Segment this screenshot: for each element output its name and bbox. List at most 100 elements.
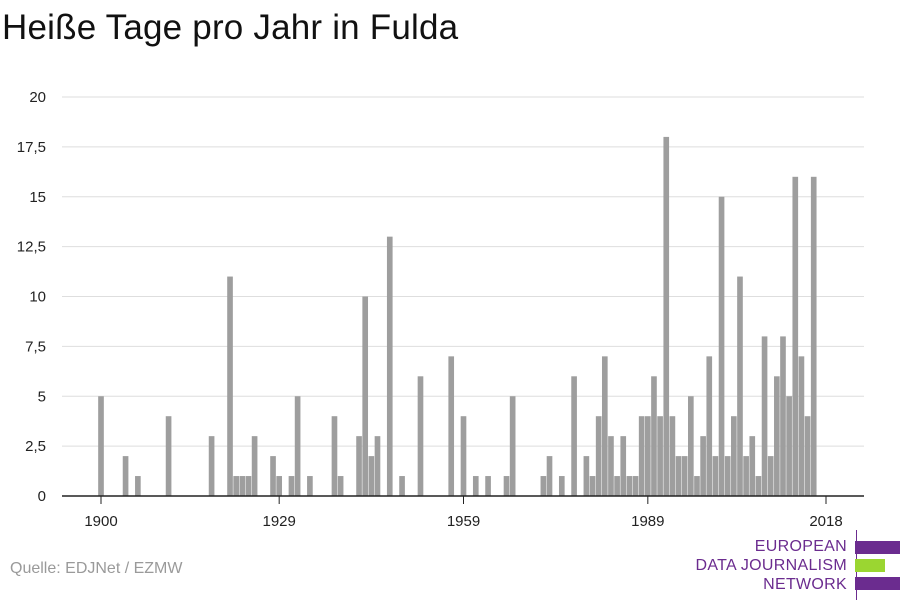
chart-title: Heiße Tage pro Jahr in Fulda [2, 8, 459, 47]
bar [337, 476, 344, 496]
x-axis: 1900 1929 1959 1989 2018 [62, 495, 864, 530]
y-tick-label: 20 [29, 89, 46, 106]
logo-bar-purple-top [855, 541, 900, 554]
logo-line-1: EUROPEAN [754, 538, 847, 555]
bar [798, 356, 805, 496]
bar [755, 476, 762, 496]
bar [688, 396, 694, 496]
x-tick-label: 1959 [447, 513, 480, 530]
bar [601, 356, 608, 496]
bar [712, 456, 719, 496]
bar [276, 476, 283, 496]
bar [632, 476, 639, 496]
bar [774, 376, 780, 496]
bar [595, 416, 602, 496]
bar [448, 356, 455, 496]
logo-line-3: NETWORK [763, 576, 847, 593]
bar [540, 476, 547, 496]
bar [294, 396, 301, 496]
x-tick-label: 1900 [84, 513, 117, 530]
bar [417, 376, 424, 496]
bar [724, 456, 731, 496]
bar [165, 416, 172, 496]
bar [331, 416, 338, 496]
bar [657, 416, 663, 496]
bar [583, 456, 590, 496]
y-tick-label: 10 [29, 289, 46, 306]
bar [737, 276, 743, 496]
bar [558, 476, 565, 496]
gridlines [62, 96, 864, 447]
bar [460, 416, 467, 496]
bar [571, 376, 577, 496]
bar [509, 396, 516, 496]
y-tick-label: 15 [29, 189, 46, 206]
bar [362, 296, 369, 496]
bar [620, 436, 627, 496]
bar [681, 456, 688, 496]
bar [374, 436, 381, 496]
bar [792, 176, 799, 497]
bar [675, 456, 682, 496]
logo-bar-green [855, 559, 885, 572]
bar [288, 476, 295, 496]
bar [700, 436, 706, 496]
y-tick-label: 0 [38, 488, 46, 505]
y-tick-label: 17,5 [17, 139, 46, 156]
bar [608, 436, 614, 496]
bar [122, 456, 129, 496]
bar [761, 336, 768, 496]
edjnet-logo: EUROPEAN DATA JOURNALISM NETWORK [696, 530, 900, 600]
bar [731, 416, 737, 496]
bar [669, 416, 676, 496]
bar [546, 456, 553, 496]
bar [485, 476, 491, 496]
bar [245, 476, 252, 496]
y-tick-label: 2,5 [25, 438, 46, 455]
bar [356, 436, 362, 496]
bar [749, 436, 756, 496]
bar [626, 476, 633, 496]
y-tick-label: 5 [38, 388, 46, 405]
x-tick-label: 1989 [631, 513, 664, 530]
x-tick-label: 1929 [262, 513, 295, 530]
bar [614, 476, 620, 496]
bars [98, 136, 817, 497]
bar [644, 416, 651, 496]
y-tick-label: 12,5 [17, 239, 46, 256]
bar [135, 476, 141, 496]
bar [743, 456, 749, 496]
bar [399, 476, 405, 496]
bar [767, 456, 774, 496]
y-tick-label: 7,5 [25, 338, 46, 355]
bar [233, 476, 239, 496]
bar [307, 476, 313, 496]
bar [386, 236, 393, 496]
bar [251, 436, 258, 496]
bar [718, 196, 725, 496]
bar [208, 436, 215, 496]
bar [472, 476, 479, 496]
bar [368, 456, 375, 496]
logo-line-2: DATA JOURNALISM [695, 557, 847, 574]
logo-bar-purple-bottom [855, 577, 900, 590]
bar [706, 356, 713, 496]
bar [780, 336, 786, 496]
bar [651, 376, 657, 496]
bar [663, 136, 670, 496]
bar [804, 416, 811, 496]
y-axis-ticks: 0 2,5 5 7,5 10 12,5 15 17,5 20 [17, 89, 46, 505]
bar [694, 476, 700, 496]
bar [270, 456, 276, 496]
bar [786, 396, 792, 496]
bar [98, 396, 104, 496]
bar [589, 476, 596, 496]
source-note: Quelle: EDJNet / EZMW [10, 560, 183, 577]
bar [810, 176, 817, 497]
bar [638, 416, 645, 496]
bar [503, 476, 510, 496]
bar [227, 276, 233, 496]
bar [239, 476, 246, 496]
x-tick-label: 2018 [809, 513, 842, 530]
